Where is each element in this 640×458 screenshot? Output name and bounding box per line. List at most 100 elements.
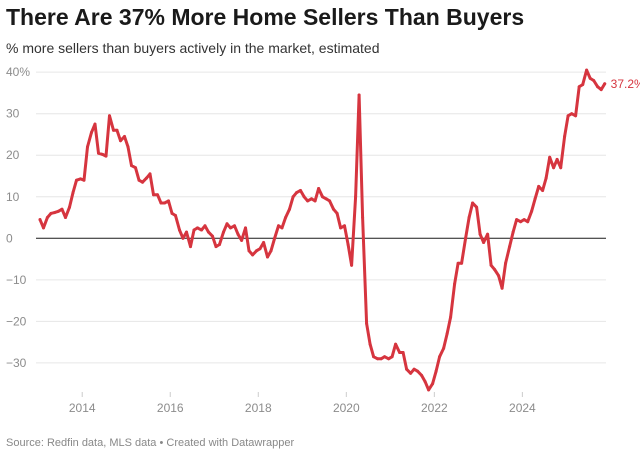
data-point [511,230,515,234]
data-point [368,342,372,346]
data-point [189,245,192,249]
data-point [167,199,170,203]
chart-subtitle: % more sellers than buyers actively in t… [6,40,380,56]
data-point [497,274,501,278]
data-point [115,128,119,132]
data-point [530,209,534,213]
data-point [581,83,585,87]
data-point [178,228,181,232]
data-point [387,357,391,361]
data-point [185,230,188,234]
data-point [585,68,589,72]
data-point [313,199,317,203]
data-point [317,187,321,190]
data-point [112,128,115,132]
data-point [156,193,159,197]
data-point [291,195,295,199]
data-point [104,154,108,158]
data-point [299,189,302,192]
data-point [324,197,328,201]
data-point [357,93,361,97]
data-point [82,178,86,182]
data-point [515,218,519,222]
data-point [372,355,376,359]
data-point [60,207,64,211]
data-point [123,135,126,138]
data-point [559,166,563,170]
data-point [537,184,541,188]
data-point [346,243,350,246]
data-point [508,245,512,249]
data-point [449,315,453,319]
data-point [420,373,424,377]
data-point [218,243,221,246]
data-point [438,355,442,359]
data-point [574,114,578,118]
data-point [269,249,273,253]
data-point [56,209,60,213]
data-point [108,114,111,118]
y-tick-label: 10 [6,190,20,204]
source-note: Source: Redfin data, MLS data • Created … [6,437,295,449]
data-point [233,224,236,228]
data-point [442,346,446,350]
x-axis-ticks: 2014 2016 2018 2020 2022 2024 [69,392,536,415]
end-label-layer: 37.2% [611,77,640,91]
data-point [376,357,380,361]
data-point [119,139,122,143]
data-point [247,249,251,253]
data-point [148,172,152,176]
x-tick-label: 2022 [421,401,448,415]
data-point [207,230,210,234]
data-point [222,230,225,234]
data-point [493,268,497,271]
y-tick-label: −20 [6,314,27,328]
data-point [90,130,93,134]
data-point [603,82,607,86]
data-point [152,193,155,197]
data-point [134,166,137,170]
data-point [390,355,394,359]
data-point [53,211,56,215]
data-point [251,253,255,257]
data-point [203,224,207,228]
data-point [475,205,479,209]
data-point [563,135,567,138]
data-point [192,228,196,232]
data-point [328,199,332,203]
x-tick-label: 2020 [333,401,360,415]
data-point [321,195,324,199]
data-point [137,178,141,182]
data-point [464,236,468,240]
data-point [64,216,67,219]
data-point [343,224,346,228]
y-tick-label: 0 [6,231,13,245]
data-point [522,218,526,222]
chart-title: There Are 37% More Home Sellers Than Buy… [6,4,525,30]
data-point [97,151,100,155]
y-tick-label: 20 [6,148,20,162]
data-point [280,226,284,230]
data-point [159,201,163,205]
data-point [42,226,45,230]
data-point [453,282,457,286]
end-value-label: 37.2% [611,77,640,91]
data-point [75,178,78,182]
data-point [354,195,358,199]
data-point [379,357,383,361]
data-point [383,355,387,359]
x-tick-label: 2014 [69,401,96,415]
x-tick-label: 2024 [509,401,536,415]
data-point [130,164,133,168]
gridlines [36,71,606,364]
y-axis-ticks: 40% 30 20 10 0 −10 −20 −30 [6,65,30,370]
data-point [409,371,413,375]
data-point [38,218,42,222]
data-point [273,236,277,240]
data-point [302,195,306,199]
data-point [211,234,214,238]
data-point [570,112,574,116]
data-point [478,232,482,236]
y-tick-label: −10 [6,273,27,287]
data-point [489,263,493,267]
